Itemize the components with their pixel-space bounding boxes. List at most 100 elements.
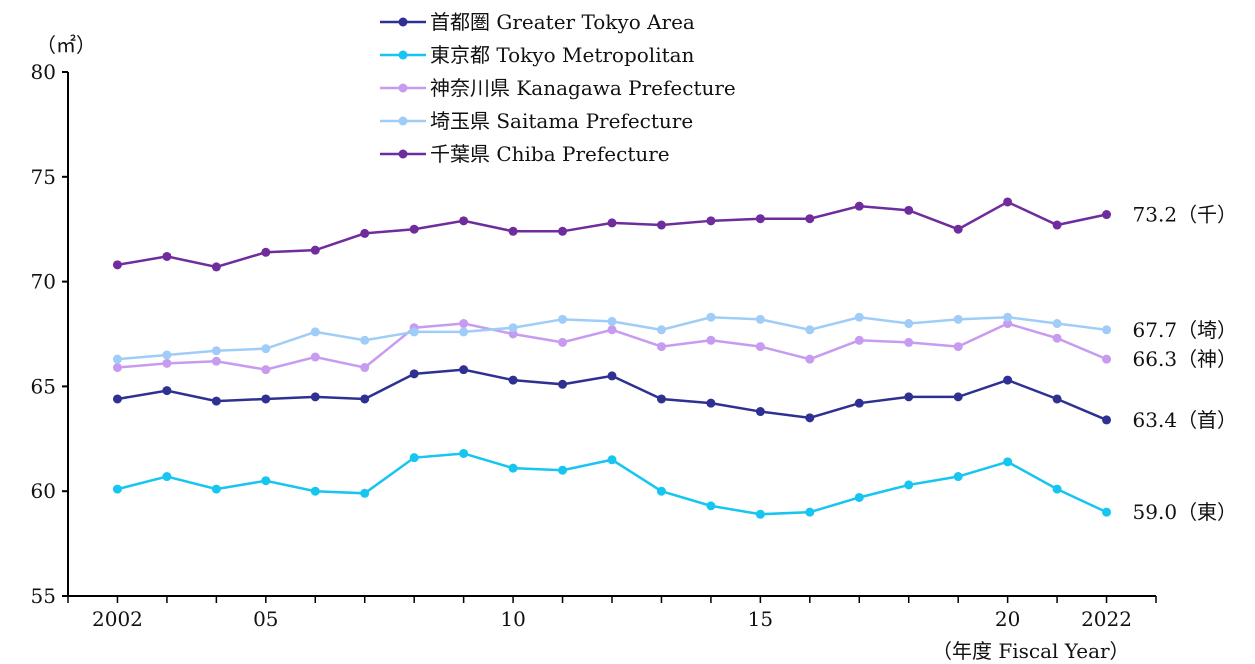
legend-swatch-marker <box>398 149 408 159</box>
data-point <box>409 453 419 463</box>
y-tick-label: 55 <box>31 584 56 608</box>
data-point <box>607 316 617 326</box>
data-point <box>310 327 320 337</box>
data-point <box>459 365 469 375</box>
series-end-label: 67.7（埼） <box>1133 318 1238 342</box>
data-point <box>755 407 765 417</box>
x-tick-label: 2022 <box>1081 607 1132 631</box>
data-point <box>854 201 864 211</box>
data-point <box>310 352 320 362</box>
data-point <box>755 314 765 324</box>
data-point <box>360 363 370 373</box>
data-point <box>459 319 469 329</box>
data-point <box>409 327 419 337</box>
legend-item: 埼玉県 Saitama Prefecture <box>380 109 693 133</box>
data-point <box>261 394 271 404</box>
data-point <box>854 398 864 408</box>
data-point <box>360 394 370 404</box>
legend-item: 神奈川県 Kanagawa Prefecture <box>380 76 736 100</box>
data-point <box>1102 507 1112 517</box>
data-point <box>1102 354 1112 364</box>
data-point <box>508 226 518 236</box>
data-point <box>1003 197 1013 207</box>
data-point <box>607 371 617 381</box>
data-point <box>1003 319 1013 329</box>
data-point <box>656 325 666 335</box>
data-point <box>558 465 568 475</box>
data-point <box>1003 312 1013 322</box>
data-point <box>261 247 271 257</box>
data-point <box>112 354 122 364</box>
series-2 <box>112 319 1112 375</box>
data-point <box>805 214 815 224</box>
legend-label: 埼玉県 Saitama Prefecture <box>430 109 693 133</box>
legend-swatch-marker <box>398 116 408 126</box>
data-point <box>558 226 568 236</box>
data-point <box>112 363 122 373</box>
data-point <box>508 375 518 385</box>
data-point <box>706 312 716 322</box>
y-tick-label: 80 <box>31 60 56 84</box>
data-point <box>706 501 716 511</box>
series-end-label: 63.4（首） <box>1133 408 1238 432</box>
data-point <box>508 463 518 473</box>
data-point <box>953 342 963 352</box>
x-tick-label: 15 <box>748 607 773 631</box>
data-point <box>953 392 963 402</box>
data-point <box>854 335 864 345</box>
series-end-label: 73.2（千） <box>1133 203 1238 227</box>
legend-label: 神奈川県 Kanagawa Prefecture <box>430 76 736 100</box>
data-point <box>854 312 864 322</box>
series-layer <box>112 197 1112 519</box>
data-point <box>805 413 815 423</box>
data-point <box>1102 415 1112 425</box>
legend-item: 千葉県 Chiba Prefecture <box>380 142 670 166</box>
data-point <box>656 486 666 496</box>
data-point <box>508 323 518 333</box>
data-point <box>459 448 469 458</box>
series-0 <box>112 365 1112 425</box>
data-point <box>904 480 914 490</box>
data-point <box>360 228 370 238</box>
series-line <box>117 200 1107 269</box>
series-3 <box>112 312 1112 364</box>
legend-swatch-marker <box>398 17 408 27</box>
data-point <box>656 394 666 404</box>
legend-label: 千葉県 Chiba Prefecture <box>430 142 670 166</box>
data-point <box>409 224 419 234</box>
data-point <box>459 216 469 226</box>
y-tick-label: 60 <box>31 479 56 503</box>
data-point <box>1102 210 1112 220</box>
y-tick-label: 65 <box>31 374 56 398</box>
series-end-label: 59.0（東） <box>1133 500 1238 524</box>
data-point <box>706 335 716 345</box>
x-axis-unit-label: （年度 Fiscal Year） <box>932 639 1130 663</box>
data-point <box>261 344 271 354</box>
y-tick-label: 70 <box>31 270 56 294</box>
data-point <box>162 350 172 360</box>
data-point <box>261 365 271 375</box>
end-labels: 73.2（千） 67.7（埼） 66.3（神） 63.4（首） 59.0（東） <box>1133 203 1238 525</box>
data-point <box>755 214 765 224</box>
data-point <box>904 319 914 329</box>
data-point <box>112 260 122 270</box>
legend: 首都圏 Greater Tokyo Area 東京都 Tokyo Metropol… <box>380 10 736 166</box>
axes: 55 60 65 70 75 80 2002 05 10 15 20 2022 <box>31 60 1157 631</box>
data-point <box>1052 220 1062 230</box>
data-point <box>805 354 815 364</box>
data-point <box>904 205 914 215</box>
data-point <box>1052 319 1062 329</box>
data-point <box>558 314 568 324</box>
legend-label: 首都圏 Greater Tokyo Area <box>430 10 695 34</box>
legend-item: 首都圏 Greater Tokyo Area <box>380 10 695 34</box>
data-point <box>953 472 963 482</box>
data-point <box>310 392 320 402</box>
data-point <box>904 392 914 402</box>
data-point <box>755 509 765 519</box>
x-tick-label: 20 <box>995 607 1020 631</box>
data-point <box>854 492 864 502</box>
data-point <box>558 379 568 389</box>
data-point <box>112 394 122 404</box>
